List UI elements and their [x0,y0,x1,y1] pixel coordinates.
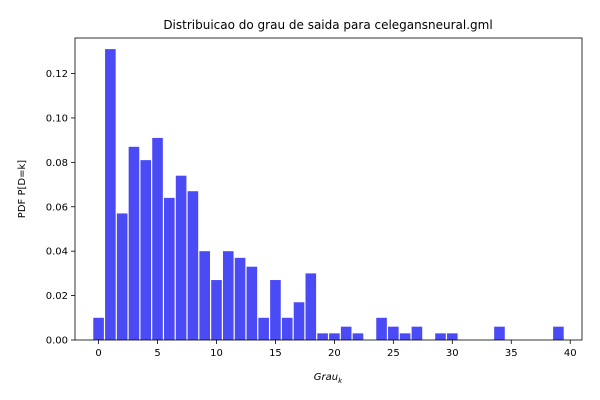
bar-k-14 [258,317,269,340]
y-tick-label: 0.12 [46,69,68,80]
bar-k-24 [376,317,387,340]
x-tick-label: 0 [95,348,101,359]
bar-k-16 [281,317,293,340]
x-axis: 0 5 10 15 20 25 30 35 40 [95,340,577,359]
y-tick-label: 0.10 [46,113,68,124]
x-tick-label: 30 [446,348,459,359]
x-tick-label: 40 [564,348,577,359]
bar-k-15 [270,280,281,340]
y-tick-label: 0.04 [46,247,68,258]
chart-title: Distribuicao do grau de saida para celeg… [163,18,492,32]
bar-k-3 [128,146,140,340]
bar-k-29 [435,333,446,340]
bar-k-20 [329,333,340,340]
x-tick-label: 15 [269,348,282,359]
y-tick-label: 0.08 [46,158,68,169]
bar-k-39 [553,326,564,340]
bar-k-11 [222,251,234,340]
bar-k-18 [305,273,317,340]
x-tick-label: 25 [387,348,400,359]
bar-k-17 [293,302,305,340]
bar-k-8 [187,191,199,340]
bar-k-4 [140,160,152,340]
bars [93,49,564,340]
y-axis-label: PDF P[D=k] [17,160,28,218]
y-tick-label: 0.02 [46,291,68,302]
x-tick-label: 35 [505,348,518,359]
bar-k-27 [411,326,423,340]
bar-k-7 [175,175,187,340]
y-tick-label: 0.00 [46,336,68,347]
bar-k-19 [317,333,328,340]
plot-frame [74,37,583,341]
bar-k-1 [105,49,116,340]
bar-k-30 [447,333,458,340]
bar-k-22 [352,333,364,340]
bar-k-21 [340,326,352,340]
x-tick-label: 5 [154,348,160,359]
bar-k-2 [116,213,128,340]
bar-k-6 [164,197,175,340]
bar-k-25 [388,326,399,340]
bar-k-10 [211,280,222,340]
y-tick-label: 0.06 [46,202,68,213]
bar-k-13 [246,266,258,340]
bar-k-26 [399,333,411,340]
bar-k-12 [234,257,246,340]
bar-k-34 [494,326,505,340]
bar-k-9 [199,251,210,340]
x-axis-label: Grauk [314,372,343,385]
bar-k-5 [152,137,163,340]
x-tick-label: 20 [328,348,341,359]
x-tick-label: 10 [210,348,223,359]
y-axis: 0.00 0.02 0.04 0.06 0.08 0.10 0.12 [46,69,75,347]
bar-k-0 [93,317,104,340]
